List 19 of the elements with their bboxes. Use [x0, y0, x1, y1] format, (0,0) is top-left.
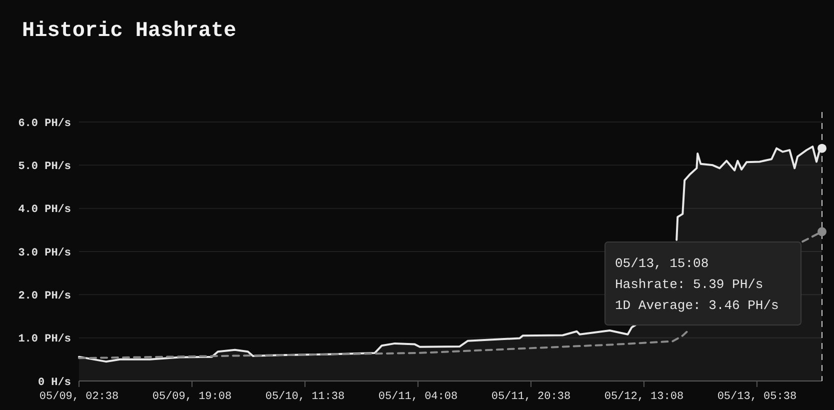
y-tick-label: 4.0 PH/s [18, 204, 71, 216]
y-tick-label: 6.0 PH/s [18, 118, 71, 130]
x-tick-label: 05/09, 19:08 [152, 391, 232, 403]
x-tick-label: 05/10, 11:38 [265, 391, 345, 403]
y-tick-label: 5.0 PH/s [18, 161, 71, 174]
y-tick-label: 1.0 PH/s [18, 334, 71, 346]
chart-title: Historic Hashrate [22, 20, 236, 43]
tooltip-box: 05/13, 15:08 Hashrate: 5.39 PH/s 1D Average: 3.46 PH/s [604, 242, 802, 326]
x-tick-label: 05/13, 05:38 [717, 391, 797, 403]
x-tick-label: 05/11, 20:38 [491, 391, 571, 403]
annotation: 05/13, 15:08 [615, 256, 709, 271]
annotation: 1D Average: 3.46 PH/s [615, 298, 779, 313]
y-tick-label: 0 H/s [38, 376, 71, 389]
y-tick-label: 2.0 PH/s [18, 290, 71, 303]
x-tick-label: 05/12, 13:08 [604, 391, 684, 403]
annotation: Hashrate: 5.39 PH/s [615, 277, 764, 292]
x-tick-label: 05/09, 02:38 [39, 391, 119, 403]
x-tick-label: 05/11, 04:08 [378, 391, 458, 403]
y-tick-label: 3.0 PH/s [18, 247, 71, 260]
